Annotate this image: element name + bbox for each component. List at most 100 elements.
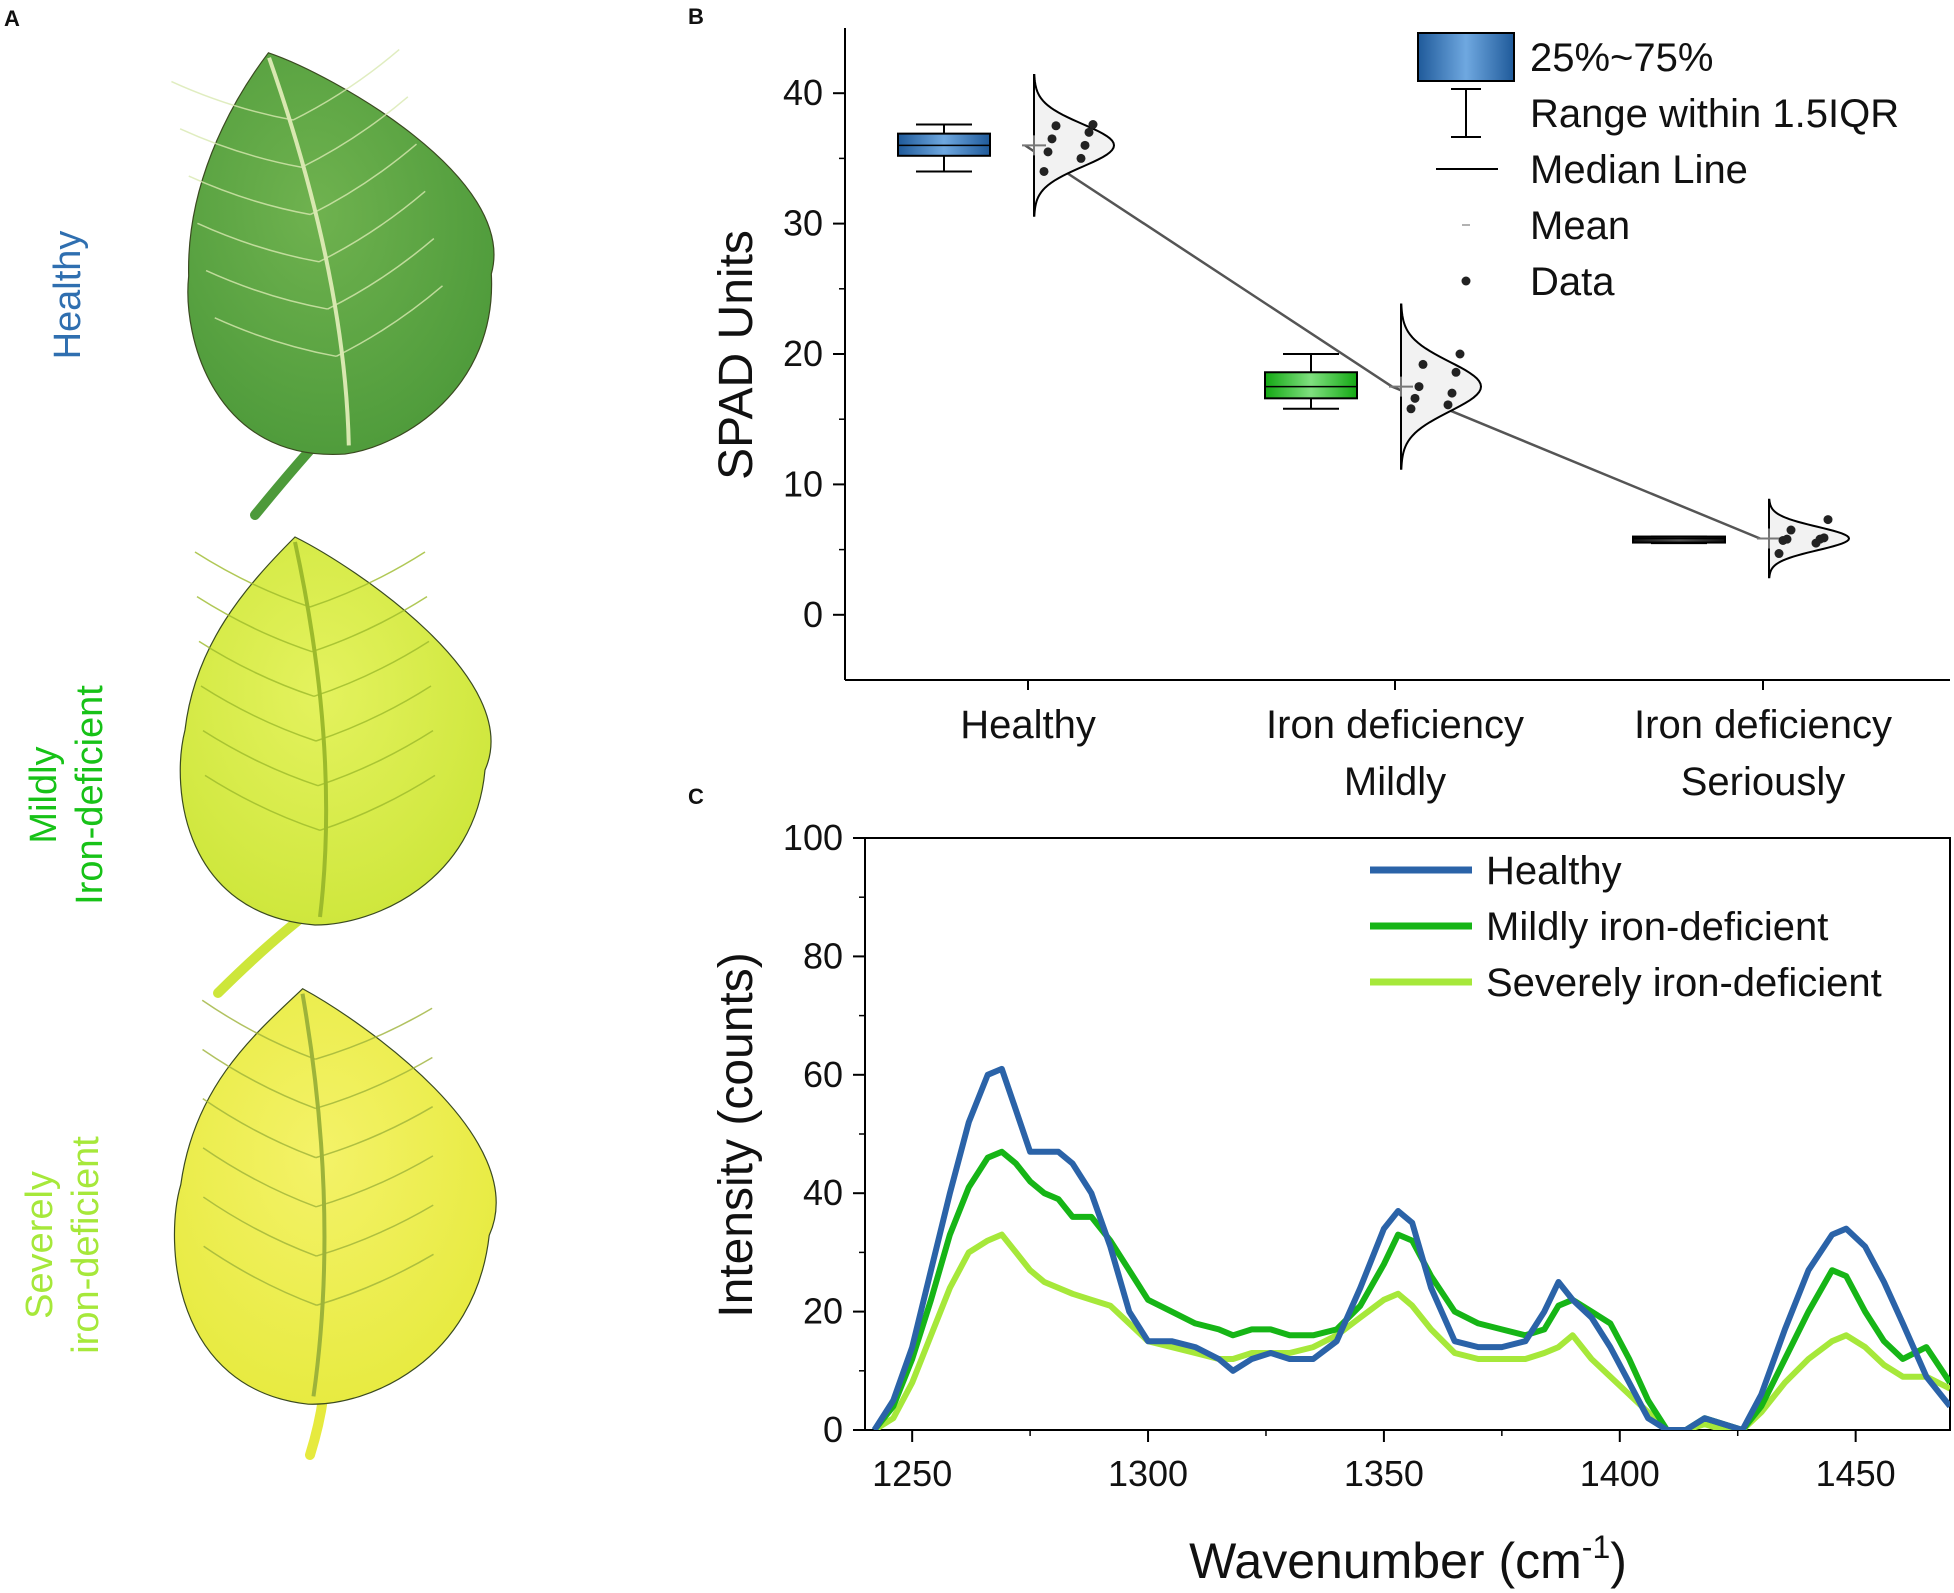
data-point [1039, 166, 1049, 176]
x-category-label: Healthy [960, 703, 1096, 747]
data-point [1051, 121, 1061, 131]
series-line-1 [872, 1148, 1950, 1430]
y-tick-label: 60 [803, 1054, 843, 1095]
leaf-vein [319, 774, 436, 832]
y-tick-label: 80 [803, 935, 843, 976]
leaf-vein [200, 685, 317, 742]
panel-label-c: C [688, 784, 704, 809]
legend-box-swatch [1417, 32, 1515, 82]
leaf-vein [188, 175, 311, 216]
y-tick-label: 40 [803, 1172, 843, 1213]
panel-label-b: B [688, 4, 704, 29]
x-axis-label-main: Wavenumber (cm [1189, 1533, 1582, 1589]
leaf-vein [202, 1098, 317, 1159]
x-tick-label: 1350 [1344, 1453, 1424, 1494]
leaf-vein [311, 596, 428, 653]
data-point [1410, 393, 1420, 403]
box-group-2 [1632, 498, 1851, 579]
leaf-vein [315, 685, 432, 742]
leaf-vein [179, 128, 302, 169]
leaf-label-line: Severely [19, 1171, 61, 1319]
leaf-vein [202, 1048, 316, 1110]
leaf-midrib [300, 993, 327, 1397]
y-tick-label: 10 [783, 463, 823, 504]
leaf-vein [318, 190, 426, 263]
leaf-0 [171, 48, 495, 520]
data-point [1823, 515, 1833, 525]
iqr-box [1632, 535, 1726, 544]
y-tick-label: 40 [783, 72, 823, 113]
data-point [1076, 153, 1086, 163]
legend-label-median: Median Line [1530, 148, 1748, 192]
x-axis-label-sup: -1 [1582, 1529, 1610, 1565]
leaf-2 [173, 988, 497, 1460]
panel-b-spad-boxplot: 0 10 20 30 40 SPAD Units Healthy Iron deficienc… [710, 28, 1950, 804]
leaf-vein [317, 730, 434, 787]
panel-a-leaves: Healthy Mildly Iron-deficient Severely iron-… [19, 48, 497, 1460]
leaf-vein [171, 80, 294, 121]
box-group-0 [897, 73, 1116, 217]
leaf-label-0: Healthy [47, 231, 89, 360]
y-tick-label: 0 [823, 1409, 843, 1450]
x-axis-label: Wavenumber (cm-1) [1189, 1529, 1627, 1589]
leaf-label-2: Severely iron-deficient [19, 1136, 107, 1354]
leaf-vein [327, 238, 435, 310]
leaf-midrib [293, 541, 329, 918]
density-curve [1033, 73, 1116, 217]
leaf-label-line: Iron-deficient [69, 685, 111, 905]
legend-label-1: Mildly iron-deficient [1486, 905, 1828, 949]
box-group-1 [1264, 303, 1483, 470]
leaf-vein [202, 1147, 317, 1208]
leaf-vein [316, 1253, 434, 1306]
data-point [1080, 140, 1090, 150]
leaf-vein [301, 96, 409, 168]
legend-label-data: Data [1530, 260, 1615, 304]
leaf-vein [315, 1007, 433, 1060]
iqr-box [1264, 371, 1358, 400]
x-category-label: Iron deficiency [1634, 703, 1892, 747]
leaf-vein [316, 1204, 434, 1257]
leaf-blade [179, 536, 492, 926]
legend: 25%~75% Range within 1.5IQR Median Line Mea… [1417, 32, 1899, 304]
y-tick-label: 30 [783, 203, 823, 244]
x-category-label: Iron deficiency [1266, 703, 1524, 747]
series-line-0 [871, 1065, 1950, 1430]
data-point [1774, 549, 1784, 559]
y-tick-label: 20 [803, 1291, 843, 1332]
legend-label-whisker: Range within 1.5IQR [1530, 92, 1899, 136]
leaf-1 [179, 536, 492, 998]
legend-label-0: Healthy [1486, 849, 1622, 893]
series-line-2 [872, 1231, 1950, 1430]
y-axis-label: Intensity (counts) [710, 952, 763, 1317]
y-tick-label: 20 [783, 333, 823, 374]
legend-data-swatch [1461, 276, 1471, 286]
leaf-vein [309, 143, 418, 216]
leaf-vein [205, 269, 328, 310]
leaf-label-line: Mildly [23, 746, 65, 843]
leaf-blade [173, 988, 497, 1405]
leaf-vein [201, 999, 316, 1060]
data-point [1043, 147, 1053, 157]
leaf-vein [198, 640, 315, 698]
data-point [1084, 127, 1094, 137]
leaf-vein [203, 1245, 317, 1306]
leaf-vein [204, 774, 321, 832]
leaf-label-line: iron-deficient [65, 1136, 107, 1354]
leaf-blade [187, 52, 495, 455]
leaf-vein [196, 596, 313, 653]
panel-label-a: A [4, 6, 20, 31]
leaf-vein [292, 48, 400, 121]
legend: Healthy Mildly iron-deficient Severely iro… [1370, 849, 1882, 1005]
leaf-label-1: Mildly Iron-deficient [23, 685, 111, 905]
x-category-label: Mildly [1344, 760, 1446, 804]
leaf-vein [315, 1155, 434, 1208]
data-point [1088, 119, 1098, 129]
x-category-label: Seriously [1681, 760, 1846, 804]
leaf-vein [202, 730, 319, 787]
data-point [1782, 534, 1792, 544]
leaf-vein [194, 551, 311, 608]
density-curve [1768, 498, 1851, 579]
x-tick-label: 1400 [1580, 1453, 1660, 1494]
legend-label-2: Severely iron-deficient [1486, 961, 1882, 1005]
